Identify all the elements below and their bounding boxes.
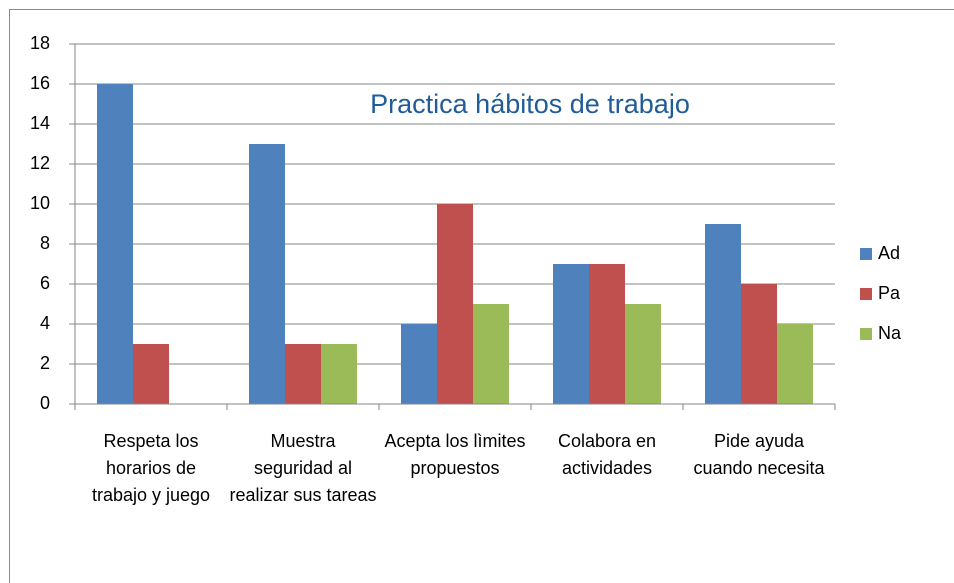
y-tick-label: 12: [30, 153, 50, 173]
legend-swatch: [860, 288, 872, 300]
legend-label: Ad: [878, 243, 900, 263]
x-tick-label: Respeta los horarios de trabajo y juego: [91, 431, 211, 505]
y-tick-label: 2: [40, 353, 50, 373]
y-tick-label: 16: [30, 73, 50, 93]
bar: [553, 264, 589, 404]
y-tick-label: 8: [40, 233, 50, 253]
x-tick-label: Pide ayuda cuando necesita: [693, 431, 825, 478]
chart-border: [9, 9, 954, 583]
bar: [705, 224, 741, 404]
y-tick-label: 14: [30, 113, 50, 133]
bar: [401, 324, 437, 404]
bar: [249, 144, 285, 404]
bar: [625, 304, 661, 404]
legend-label: Na: [878, 323, 902, 343]
legend-swatch: [860, 248, 872, 260]
y-tick-label: 4: [40, 313, 50, 333]
y-tick-label: 10: [30, 193, 50, 213]
x-tick-label: Acepta los lìmites propuestos: [384, 431, 526, 478]
y-tick-label: 6: [40, 273, 50, 293]
legend-swatch: [860, 328, 872, 340]
bar: [97, 84, 133, 404]
bar: [473, 304, 509, 404]
bar: [285, 344, 321, 404]
y-tick-label: 18: [30, 33, 50, 53]
bar: [133, 344, 169, 404]
x-tick-label: Muestra seguridad al realizar sus tareas: [229, 431, 377, 505]
bar: [437, 204, 473, 404]
bar: [321, 344, 357, 404]
chart-title: Practica hábitos de trabajo: [370, 89, 690, 119]
bar: [589, 264, 625, 404]
legend-label: Pa: [878, 283, 901, 303]
x-tick-label: Colabora en actividades: [557, 431, 657, 478]
y-tick-label: 0: [40, 393, 50, 413]
bar: [777, 324, 813, 404]
bar: [741, 284, 777, 404]
